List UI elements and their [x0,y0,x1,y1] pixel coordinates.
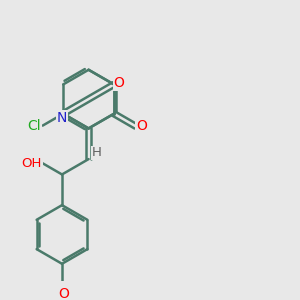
Text: O: O [58,287,69,300]
Text: N: N [57,111,67,125]
Text: O: O [114,76,124,90]
Text: OH: OH [22,158,42,170]
Text: Cl: Cl [28,118,41,133]
Text: O: O [136,119,147,133]
Text: H: H [92,146,101,160]
